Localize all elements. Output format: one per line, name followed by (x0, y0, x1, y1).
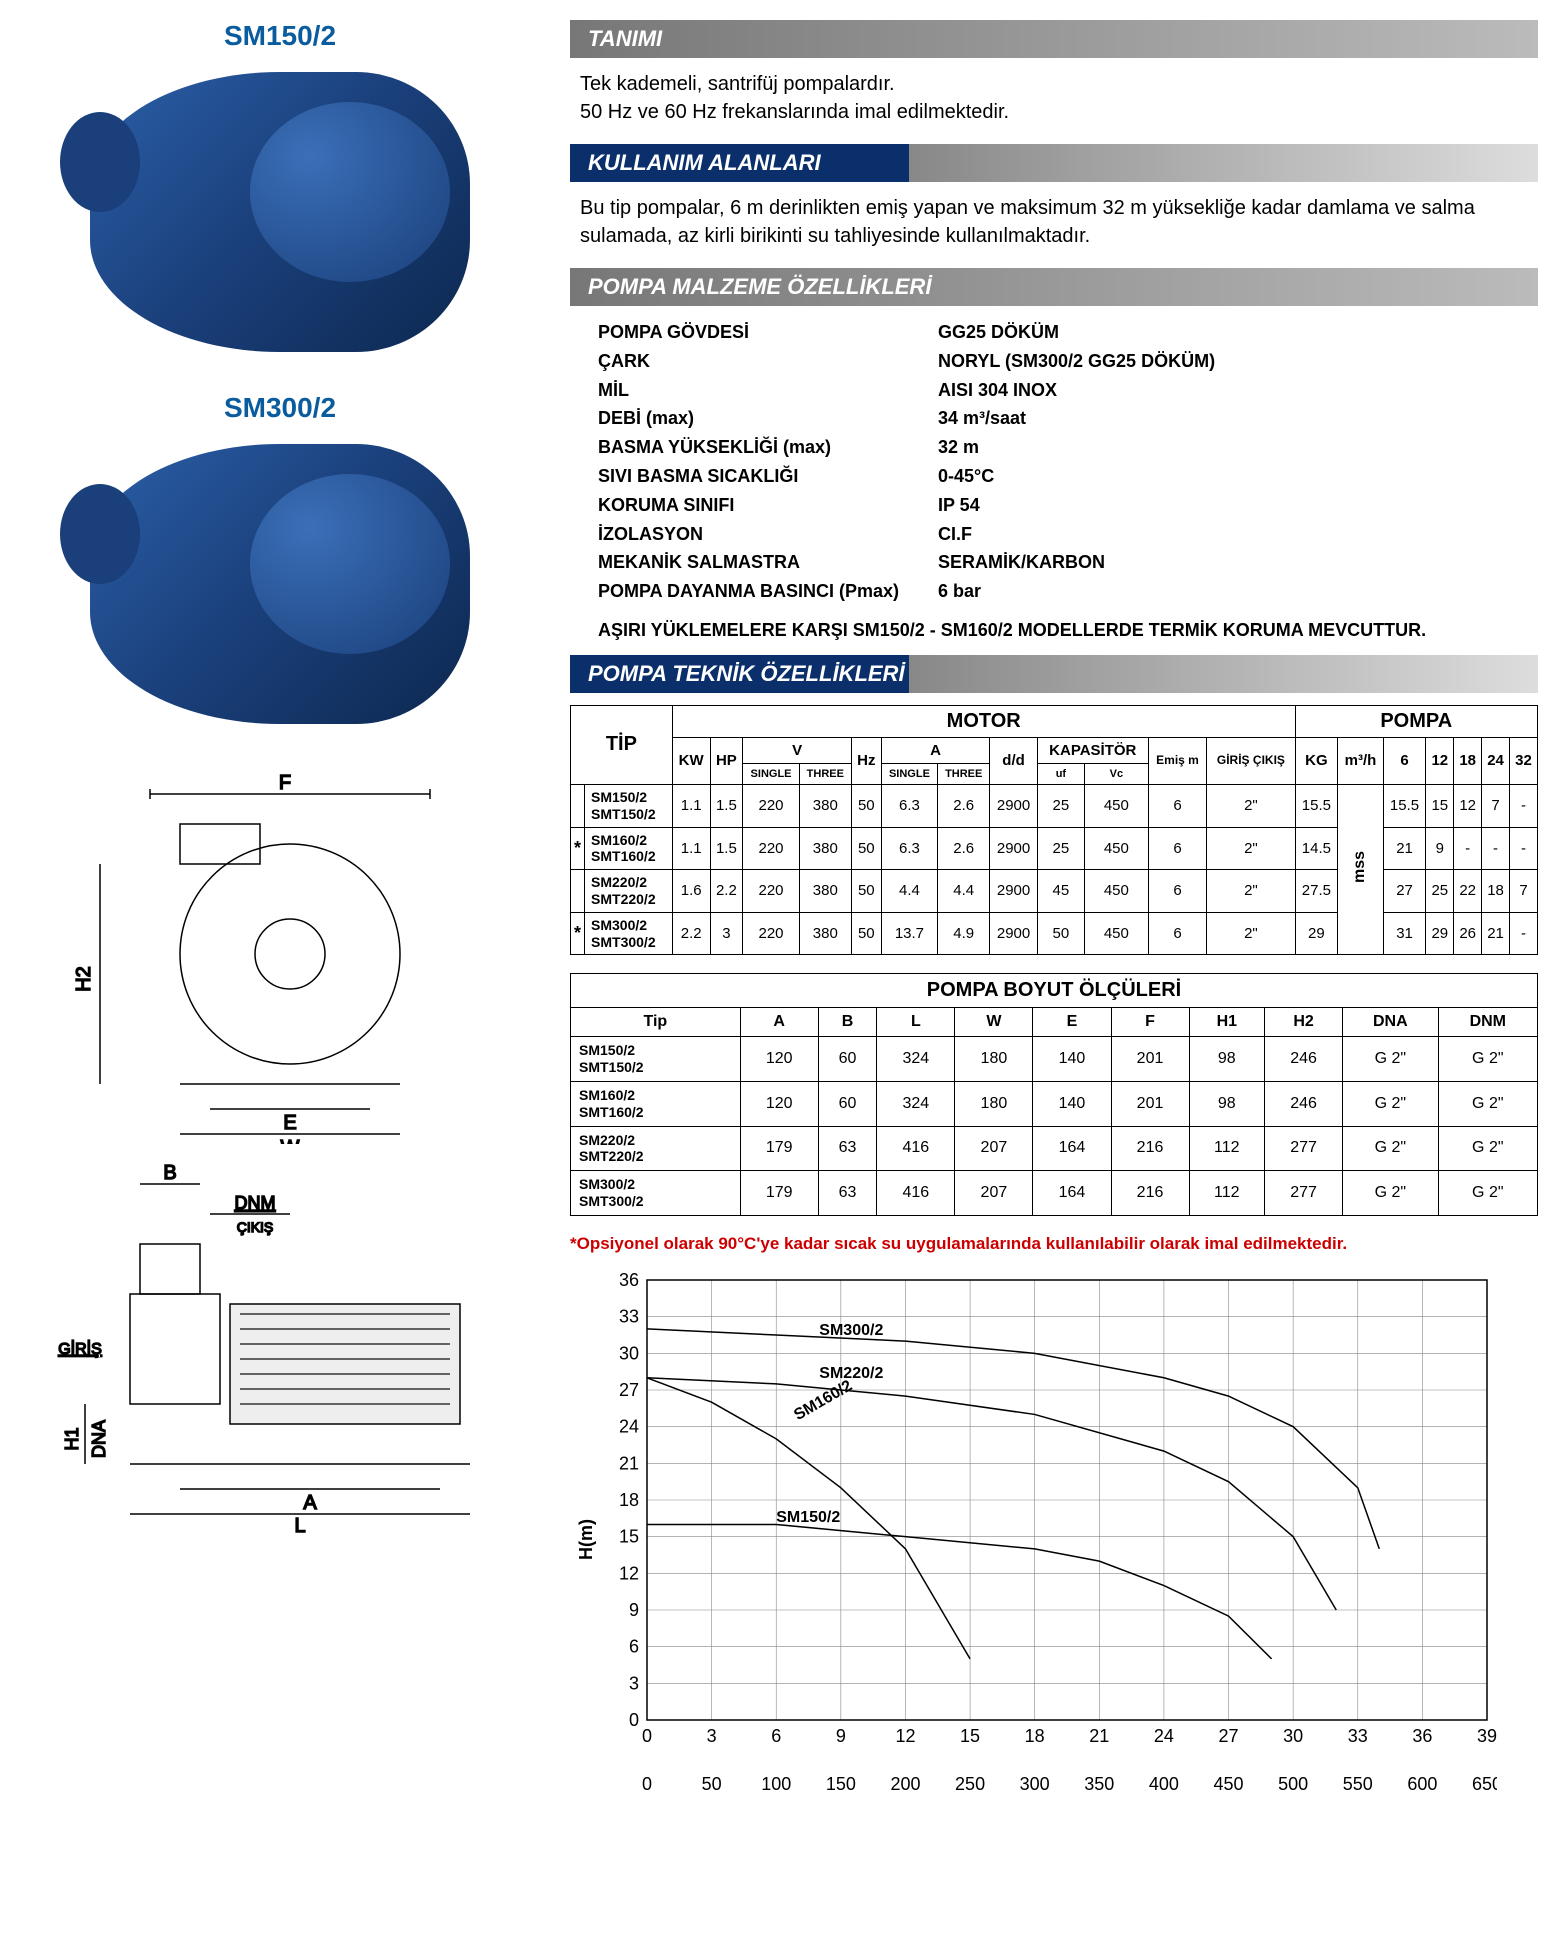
svg-text:100: 100 (761, 1774, 791, 1794)
red-note: *Opsiyonel olarak 90°C'ye kadar sıcak su… (570, 1228, 1538, 1270)
svg-text:3: 3 (629, 1673, 639, 1693)
svg-text:SM160/2: SM160/2 (791, 1377, 855, 1424)
tech-row: * SM300/2SMT300/2 2.2322038050 13.74.929… (571, 912, 1538, 955)
svg-text:SM150/2: SM150/2 (776, 1509, 840, 1526)
spec-row: SIVI BASMA SICAKLIĞI0-45°C (598, 462, 1528, 491)
svg-text:150: 150 (826, 1774, 856, 1794)
svg-text:0: 0 (642, 1726, 652, 1746)
svg-text:21: 21 (619, 1453, 639, 1473)
svg-text:600: 600 (1407, 1774, 1437, 1794)
kullanim-text: Bu tip pompalar, 6 m derinlikten emiş ya… (570, 194, 1538, 268)
svg-text:15: 15 (619, 1526, 639, 1546)
svg-text:250: 250 (955, 1774, 985, 1794)
svg-text:550: 550 (1343, 1774, 1373, 1794)
pump-image-1 (90, 72, 470, 352)
svg-text:36: 36 (1412, 1726, 1432, 1746)
svg-text:DNA: DNA (89, 1420, 109, 1458)
svg-text:400: 400 (1149, 1774, 1179, 1794)
tech-drawing-front: F H2 E W (30, 764, 530, 1144)
svg-text:39: 39 (1477, 1726, 1497, 1746)
svg-text:A: A (303, 1492, 317, 1514)
pump-image-2 (90, 444, 470, 724)
svg-text:F: F (279, 772, 291, 794)
tech-row: SM150/2SMT150/2 1.11.522038050 6.32.6290… (571, 784, 1538, 827)
section-tanimi-header: TANIMI (570, 20, 1538, 58)
svg-text:30: 30 (1283, 1726, 1303, 1746)
dims-table: POMPA BOYUT ÖLÇÜLERİ TipABLWEFH1H2DNADNM… (570, 973, 1538, 1215)
dims-row: SM220/2SMT220/2 17963416207164 216112277… (571, 1126, 1538, 1171)
svg-text:0: 0 (642, 1774, 652, 1794)
tech-row: SM220/2SMT220/2 1.62.222038050 4.44.4290… (571, 870, 1538, 913)
svg-text:DNM: DNM (235, 1193, 276, 1213)
spec-row: POMPA GÖVDESİGG25 DÖKÜM (598, 318, 1528, 347)
spec-row: ÇARKNORYL (SM300/2 GG25 DÖKÜM) (598, 347, 1528, 376)
spec-row: DEBİ (max)34 m³/saat (598, 404, 1528, 433)
svg-text:0: 0 (629, 1710, 639, 1730)
svg-text:12: 12 (895, 1726, 915, 1746)
model-label-2: SM300/2 (20, 392, 540, 424)
spec-list: POMPA GÖVDESİGG25 DÖKÜMÇARKNORYL (SM300/… (570, 318, 1538, 616)
svg-text:18: 18 (619, 1490, 639, 1510)
svg-text:W: W (281, 1137, 300, 1144)
svg-text:3: 3 (707, 1726, 717, 1746)
svg-text:L: L (294, 1515, 305, 1534)
tech-table: TİP MOTOR POMPA KW HP V Hz A d/d KAPASİT… (570, 705, 1538, 955)
svg-text:27: 27 (1219, 1726, 1239, 1746)
svg-text:650: 650 (1472, 1774, 1497, 1794)
svg-text:33: 33 (1348, 1726, 1368, 1746)
dims-row: SM150/2SMT150/2 12060324180140 20198246G… (571, 1037, 1538, 1082)
svg-text:18: 18 (1025, 1726, 1045, 1746)
svg-text:SM220/2: SM220/2 (819, 1364, 883, 1381)
tech-drawing-side: B DNM ÇIKIŞ GİRİŞ H1 DNA A L (30, 1154, 530, 1534)
svg-text:B: B (163, 1162, 176, 1184)
svg-text:E: E (283, 1112, 296, 1134)
svg-text:200: 200 (890, 1774, 920, 1794)
svg-text:6: 6 (771, 1726, 781, 1746)
svg-text:H1: H1 (62, 1427, 82, 1450)
spec-row: MİLAISI 304 INOX (598, 376, 1528, 405)
svg-text:15: 15 (960, 1726, 980, 1746)
section-malzeme-header: POMPA MALZEME ÖZELLİKLERİ (570, 268, 1538, 306)
section-kullanim-header: KULLANIM ALANLARI (570, 144, 1538, 182)
svg-text:24: 24 (619, 1416, 639, 1436)
spec-row: MEKANİK SALMASTRASERAMİK/KARBON (598, 548, 1528, 577)
tanimi-text: Tek kademeli, santrifüj pompalardır. 50 … (570, 70, 1538, 144)
svg-text:H2: H2 (73, 966, 95, 992)
svg-text:36: 36 (619, 1270, 639, 1290)
spec-row: İZOLASYONCI.F (598, 520, 1528, 549)
svg-text:9: 9 (629, 1600, 639, 1620)
tech-row: * SM160/2SMT160/2 1.11.522038050 6.32.62… (571, 827, 1538, 870)
svg-text:12: 12 (619, 1563, 639, 1583)
svg-text:9: 9 (836, 1726, 846, 1746)
svg-text:33: 33 (619, 1306, 639, 1326)
performance-chart: H(m) 03691215182124273033360369121518212… (570, 1270, 1538, 1810)
dims-row: SM300/2SMT300/2 17963416207164 216112277… (571, 1171, 1538, 1216)
model-label-1: SM150/2 (20, 20, 540, 52)
svg-text:ÇIKIŞ: ÇIKIŞ (237, 1219, 274, 1235)
svg-text:GİRİŞ: GİRİŞ (58, 1339, 102, 1358)
spec-row: KORUMA SINIFIIP 54 (598, 491, 1528, 520)
spec-row: BASMA YÜKSEKLİĞİ (max)32 m (598, 433, 1528, 462)
svg-text:350: 350 (1084, 1774, 1114, 1794)
spec-note: AŞIRI YÜKLEMELERE KARŞI SM150/2 - SM160/… (570, 616, 1538, 655)
svg-text:6: 6 (629, 1636, 639, 1656)
svg-text:500: 500 (1278, 1774, 1308, 1794)
svg-text:SM300/2: SM300/2 (819, 1322, 883, 1339)
spec-row: POMPA DAYANMA BASINCI (Pmax)6 bar (598, 577, 1528, 606)
section-teknik-header: POMPA TEKNİK ÖZELLİKLERİ (570, 655, 1538, 693)
svg-text:450: 450 (1214, 1774, 1244, 1794)
svg-text:30: 30 (619, 1343, 639, 1363)
svg-text:27: 27 (619, 1380, 639, 1400)
svg-text:50: 50 (702, 1774, 722, 1794)
svg-text:24: 24 (1154, 1726, 1174, 1746)
svg-text:300: 300 (1020, 1774, 1050, 1794)
svg-text:21: 21 (1089, 1726, 1109, 1746)
dims-row: SM160/2SMT160/2 12060324180140 20198246G… (571, 1081, 1538, 1126)
